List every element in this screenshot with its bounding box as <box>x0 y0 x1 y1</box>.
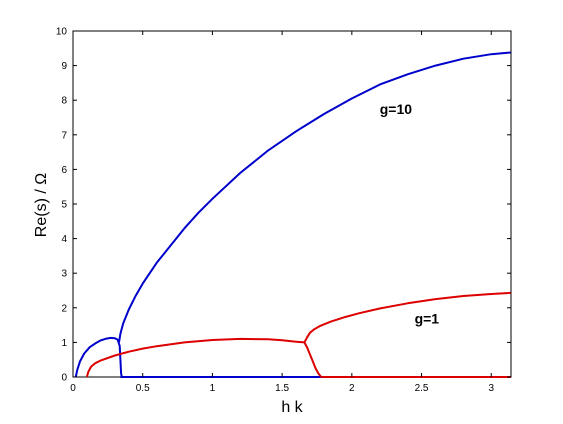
y-axis-label: Re(s) / Ω <box>33 173 50 237</box>
x-tick-label: 0.5 <box>136 383 150 394</box>
y-tick-label: 10 <box>56 27 68 38</box>
x-axis-label: h k <box>281 399 303 416</box>
y-tick-label: 2 <box>61 303 67 314</box>
y-tick-label: 1 <box>61 338 67 349</box>
x-tick-label: 2 <box>349 383 355 394</box>
plot-area <box>72 30 512 378</box>
series-line-0 <box>74 336 123 378</box>
y-tick-label: 3 <box>61 269 67 280</box>
x-tick-label: 2.5 <box>415 383 429 394</box>
y-tick-label: 6 <box>61 165 67 176</box>
x-tick-label: 1 <box>210 383 216 394</box>
annotation-g10: g=10 <box>380 101 413 117</box>
tick-layer: 0 0.5 1 1.5 2 2.5 3 0 1 2 3 4 5 6 7 8 9 10 <box>56 27 511 394</box>
series-line-4 <box>303 291 511 343</box>
series-line-3 <box>85 337 322 378</box>
annotation-g1: g=1 <box>415 310 440 326</box>
y-tick-label: 5 <box>61 200 67 211</box>
series-line-1 <box>118 51 511 343</box>
series-layer <box>74 51 511 378</box>
x-tick-label: 3 <box>488 383 494 394</box>
y-tick-label: 0 <box>61 373 67 384</box>
y-tick-label: 7 <box>61 130 67 141</box>
y-tick-label: 4 <box>61 234 67 245</box>
x-tick-label: 1.5 <box>275 383 289 394</box>
y-tick-label: 9 <box>61 61 67 72</box>
x-tick-label: 0 <box>70 383 76 394</box>
y-tick-label: 8 <box>61 96 67 107</box>
